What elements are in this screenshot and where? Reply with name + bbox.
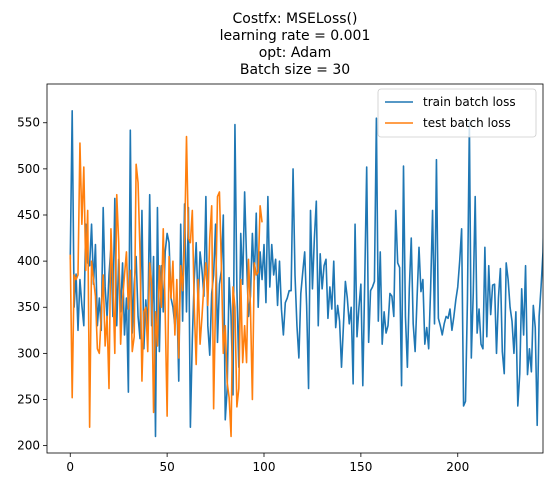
legend-box bbox=[377, 88, 537, 138]
x-tick-label: 50 bbox=[159, 460, 174, 474]
series-line-test bbox=[69, 135, 263, 438]
y-tick-label: 550 bbox=[17, 116, 40, 130]
x-tick-label: 0 bbox=[66, 460, 74, 474]
x-tick-label: 200 bbox=[446, 460, 469, 474]
legend: train batch loss test batch loss bbox=[377, 88, 537, 138]
legend-label-train: train batch loss bbox=[423, 95, 516, 109]
legend-label-test: test batch loss bbox=[423, 116, 511, 130]
y-tick-label: 300 bbox=[17, 346, 40, 360]
y-tick-label: 450 bbox=[17, 208, 40, 222]
title-line-2: learning rate = 0.001 bbox=[220, 28, 371, 44]
y-tick-label: 500 bbox=[17, 162, 40, 176]
y-axis: 200 250 300 350 400 450 500 550 bbox=[17, 116, 47, 453]
series-layer bbox=[69, 109, 543, 438]
y-tick-label: 400 bbox=[17, 254, 40, 268]
x-axis: 0 50 100 150 200 bbox=[66, 453, 469, 474]
x-tick-label: 150 bbox=[349, 460, 372, 474]
y-tick-label: 350 bbox=[17, 300, 40, 314]
x-tick-label: 100 bbox=[253, 460, 276, 474]
title-line-4: Batch size = 30 bbox=[240, 62, 350, 78]
series-line-train bbox=[69, 109, 543, 438]
y-tick-label: 200 bbox=[17, 439, 40, 453]
title-line-3: opt: Adam bbox=[259, 45, 332, 61]
y-tick-label: 250 bbox=[17, 392, 40, 406]
title-line-1: Costfx: MSELoss() bbox=[233, 11, 358, 27]
chart-title: Costfx: MSELoss() learning rate = 0.001 … bbox=[220, 11, 371, 78]
plot-frame bbox=[46, 83, 544, 454]
